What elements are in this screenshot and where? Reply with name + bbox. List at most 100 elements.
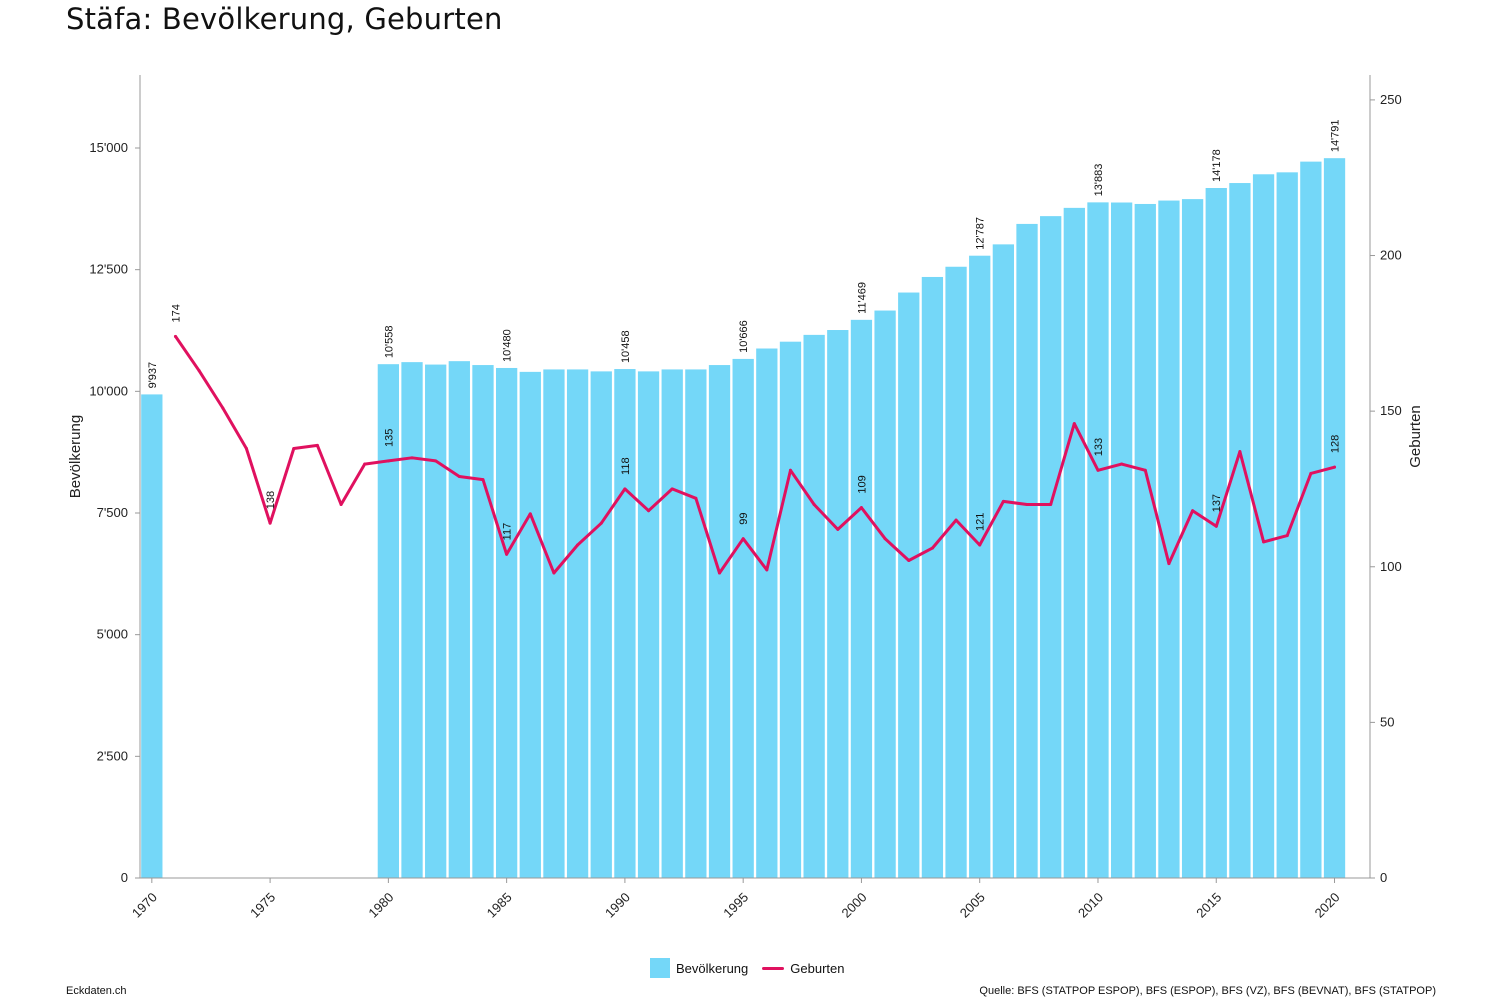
bar-bevoelkerung (1205, 188, 1227, 878)
footer-source: Quelle: BFS (STATPOP ESPOP), BFS (ESPOP)… (979, 985, 1436, 997)
line-point (363, 462, 367, 466)
line-point (647, 509, 651, 513)
bar-bevoelkerung (779, 341, 802, 878)
y-left-tick-label: 0 (121, 870, 128, 885)
bar-bevoelkerung (945, 266, 967, 878)
bar-data-label: 14'791 (1330, 119, 1342, 152)
bar-bevoelkerung (1181, 199, 1204, 879)
line-point (292, 446, 296, 450)
line-point (788, 468, 792, 472)
line-data-label: 121 (975, 513, 987, 531)
line-data-label: 138 (265, 491, 277, 509)
line-point (197, 369, 201, 373)
bar-bevoelkerung (969, 255, 991, 878)
x-tick-label: 2020 (1312, 890, 1343, 921)
bar-bevoelkerung (827, 330, 849, 879)
bar-bevoelkerung (1300, 161, 1322, 879)
bar-bevoelkerung (1276, 172, 1298, 879)
line-point (434, 459, 438, 463)
y-left-tick-label: 5'000 (97, 627, 128, 642)
legend-bar-label: Bevölkerung (676, 960, 749, 976)
bar-bevoelkerung (803, 334, 825, 878)
bar-data-label: 10'666 (738, 320, 750, 353)
line-point (1191, 509, 1195, 513)
bar-bevoelkerung (1252, 174, 1275, 878)
labels-layer: 9'937 10'558 10'480 10'458 10'666 11'469 12'78… (147, 119, 1342, 540)
bar-bevoelkerung (1040, 216, 1062, 879)
line-point (1096, 468, 1100, 472)
bar-bevoelkerung (141, 394, 163, 878)
y-right-tick-label: 250 (1380, 92, 1402, 107)
bar-bevoelkerung (992, 244, 1015, 879)
bar-bevoelkerung (874, 310, 896, 879)
bar-bevoelkerung (425, 364, 447, 879)
bar-data-label: 10'480 (502, 329, 514, 362)
y-left-tick-label: 7'500 (97, 505, 128, 520)
line-data-label: 174 (170, 304, 182, 322)
bar-bevoelkerung (732, 358, 754, 878)
line-point (386, 459, 390, 463)
bar-bevoelkerung (898, 292, 920, 878)
bar-data-label: 10'458 (620, 330, 632, 363)
bar-bevoelkerung (1158, 200, 1180, 878)
line-point (599, 521, 603, 525)
line-point (1143, 468, 1147, 472)
legend-line-swatch (762, 966, 785, 970)
line-point (1238, 450, 1242, 454)
line-point (173, 334, 177, 338)
bar-bevoelkerung (850, 319, 873, 878)
bar-bevoelkerung (401, 362, 423, 879)
line-data-label: 117 (502, 523, 514, 541)
line-point (505, 552, 509, 556)
y-left-tick-label: 12'500 (89, 262, 128, 277)
bar-bevoelkerung (637, 371, 660, 878)
bar-bevoelkerung (590, 371, 612, 878)
legend-line-label: Geburten (790, 960, 845, 976)
y-left-tick-label: 10'000 (89, 383, 128, 398)
bar-bevoelkerung (756, 348, 778, 878)
line-point (528, 512, 532, 516)
y-right-tick-label: 200 (1380, 248, 1402, 263)
line-data-label: 109 (856, 475, 868, 493)
line-point (1214, 524, 1218, 528)
line-point (315, 443, 319, 447)
y-right-tick-label: 150 (1380, 403, 1402, 418)
line-point (1049, 503, 1053, 507)
bar-bevoelkerung (1087, 202, 1109, 879)
x-tick-label: 1995 (720, 890, 751, 921)
bar-bevoelkerung (519, 371, 541, 878)
bar-bevoelkerung (448, 361, 470, 878)
line-point (1167, 562, 1171, 566)
bar-bevoelkerung (1323, 158, 1346, 878)
line-point (1285, 534, 1289, 538)
line-point (694, 496, 698, 500)
line-point (268, 521, 272, 525)
line-data-label: 128 (1330, 435, 1342, 453)
line-data-label: 133 (1093, 438, 1105, 456)
page-title: Stäfa: Bevölkerung, Geburten (66, 2, 503, 36)
line-point (907, 559, 911, 563)
line-point (883, 537, 887, 541)
line-layer (173, 334, 1337, 575)
line-point (812, 503, 816, 507)
bar-bevoelkerung (1110, 202, 1133, 879)
line-point (481, 478, 485, 482)
legend: Bevölkerung Geburten (650, 958, 844, 978)
line-data-label: 137 (1211, 494, 1223, 512)
line-point (765, 568, 769, 572)
bar-bevoelkerung (495, 367, 518, 878)
y-left-title: Bevölkerung (67, 415, 84, 498)
x-tick-label: 2005 (957, 890, 988, 921)
bar-bevoelkerung (661, 369, 683, 878)
line-point (1072, 422, 1076, 426)
bar-data-label: 11'469 (856, 282, 868, 314)
bar-bevoelkerung (543, 369, 565, 878)
x-tick-label: 1980 (365, 890, 396, 921)
line-point (954, 518, 958, 522)
line-point (1333, 465, 1337, 469)
bar-data-label: 14'178 (1211, 149, 1223, 182)
x-tick-label: 1990 (602, 890, 633, 921)
bar-bevoelkerung (685, 369, 707, 878)
bar-bevoelkerung (614, 369, 636, 878)
x-tick-label: 1975 (247, 890, 278, 921)
